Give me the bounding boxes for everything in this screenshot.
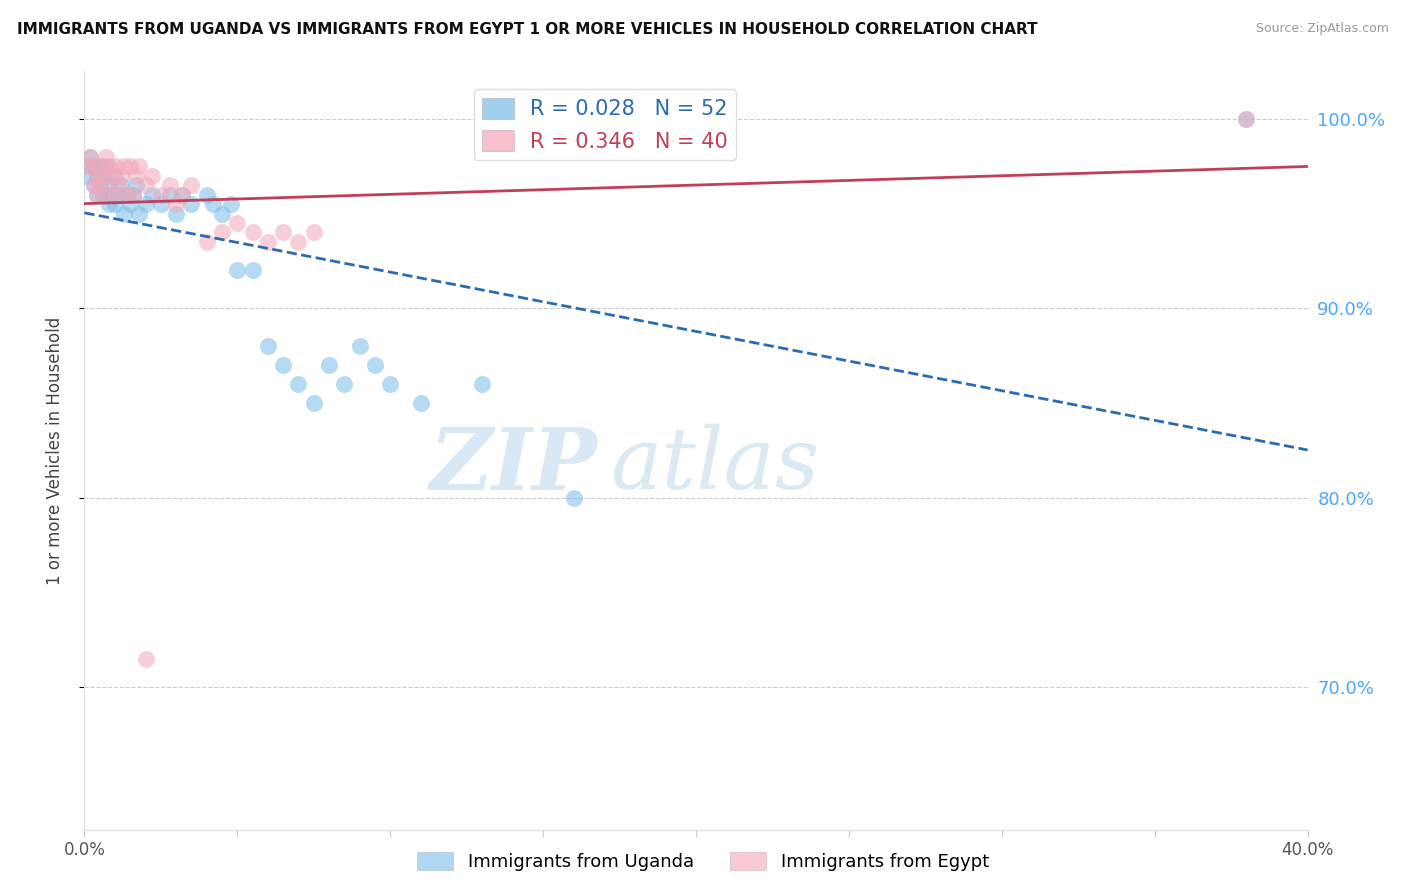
Point (211, 226, 233, 240)
Point (165, 206, 187, 220)
Text: ZIP: ZIP (430, 424, 598, 508)
Point (318, 358, 340, 372)
Point (86, 187, 108, 202)
Point (76, 169, 98, 183)
Point (86, 169, 108, 183)
Point (94, 187, 117, 202)
Point (112, 159, 135, 173)
Point (242, 263, 264, 277)
Point (122, 187, 145, 202)
Point (122, 187, 145, 202)
Point (135, 178, 157, 192)
Point (97, 159, 120, 173)
Point (135, 652, 157, 666)
Point (89, 178, 111, 192)
Point (471, 377, 494, 392)
Point (201, 197, 224, 211)
Point (97, 197, 120, 211)
Point (83, 178, 105, 192)
Point (257, 235, 280, 249)
Point (86, 187, 108, 202)
Point (141, 169, 163, 183)
Legend: Immigrants from Uganda, Immigrants from Egypt: Immigrants from Uganda, Immigrants from … (411, 845, 995, 879)
Point (104, 197, 127, 211)
Text: IMMIGRANTS FROM UGANDA VS IMMIGRANTS FROM EGYPT 1 OR MORE VEHICLES IN HOUSEHOLD : IMMIGRANTS FROM UGANDA VS IMMIGRANTS FRO… (17, 22, 1038, 37)
Point (89, 178, 111, 192)
Point (149, 197, 172, 211)
Point (172, 187, 194, 202)
Point (159, 178, 181, 192)
Point (165, 197, 187, 211)
Point (349, 339, 371, 353)
Point (91, 187, 114, 202)
Point (219, 197, 242, 211)
Point (211, 206, 233, 220)
Point (226, 263, 249, 277)
Point (110, 178, 132, 192)
Point (104, 187, 127, 202)
Point (89, 159, 111, 173)
Point (86, 169, 108, 183)
Point (101, 169, 124, 183)
Point (125, 169, 148, 183)
Point (1236, 112, 1258, 126)
Point (91, 169, 114, 183)
Point (112, 206, 135, 220)
Point (302, 226, 325, 240)
Point (110, 169, 132, 183)
Point (79, 159, 101, 173)
Point (409, 396, 432, 410)
Point (242, 226, 264, 240)
Point (226, 216, 249, 230)
Point (149, 187, 172, 202)
Point (180, 197, 202, 211)
Point (271, 358, 294, 372)
Point (562, 491, 585, 505)
Point (104, 159, 127, 173)
Point (97, 178, 120, 192)
Point (101, 187, 124, 202)
Point (104, 169, 127, 183)
Point (302, 396, 325, 410)
Point (94, 159, 117, 173)
Text: Source: ZipAtlas.com: Source: ZipAtlas.com (1256, 22, 1389, 36)
Point (180, 178, 202, 192)
Point (257, 339, 280, 353)
Point (120, 197, 142, 211)
Point (364, 358, 387, 372)
Text: atlas: atlas (610, 425, 820, 507)
Point (115, 187, 138, 202)
Point (287, 377, 309, 392)
Point (125, 178, 148, 192)
Point (76, 159, 98, 173)
Y-axis label: 1 or more Vehicles in Household: 1 or more Vehicles in Household (45, 317, 63, 584)
Point (195, 235, 218, 249)
Point (159, 187, 181, 202)
Point (79, 150, 101, 164)
Point (83, 159, 105, 173)
Point (107, 187, 129, 202)
Point (91, 169, 114, 183)
Point (380, 377, 402, 392)
Point (94, 187, 117, 202)
Point (128, 206, 150, 220)
Point (271, 226, 294, 240)
Point (287, 235, 309, 249)
Point (79, 150, 101, 164)
Point (195, 187, 218, 202)
Point (107, 178, 129, 192)
Point (1236, 112, 1258, 126)
Point (120, 159, 142, 173)
Point (135, 197, 157, 211)
Point (128, 159, 150, 173)
Point (115, 187, 138, 202)
Legend: R = 0.028   N = 52, R = 0.346   N = 40: R = 0.028 N = 52, R = 0.346 N = 40 (474, 89, 737, 160)
Point (141, 187, 163, 202)
Point (89, 159, 111, 173)
Point (94, 150, 117, 164)
Point (83, 159, 105, 173)
Point (83, 178, 105, 192)
Point (172, 187, 194, 202)
Point (333, 377, 356, 392)
